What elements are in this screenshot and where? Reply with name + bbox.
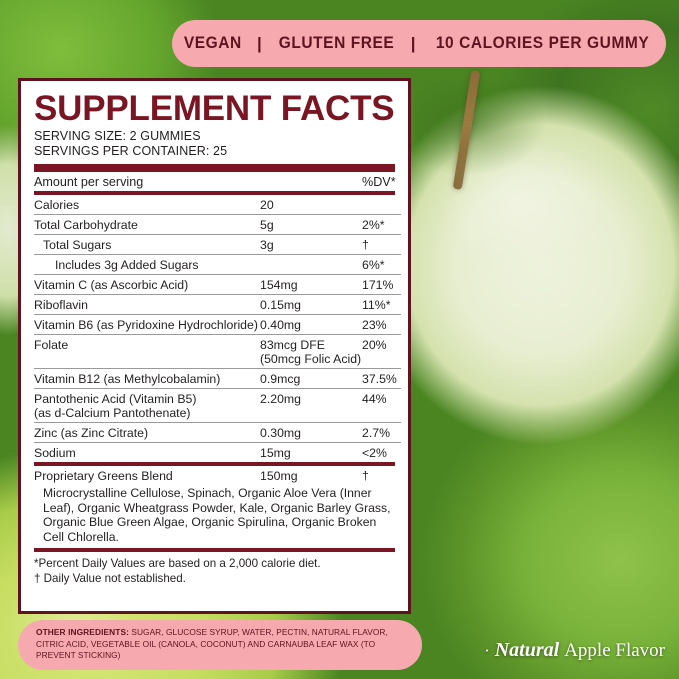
row-dv: 6%*: [362, 254, 401, 275]
footnotes: *Percent Daily Values are based on a 2,0…: [34, 552, 395, 586]
row-name: Pantothenic Acid (Vitamin B5) (as d-Calc…: [34, 388, 260, 423]
row-amount: [260, 254, 362, 275]
flavor-callout: · Natural Apple Flavor: [484, 639, 665, 662]
row-amount: 0.15mg: [260, 294, 362, 315]
row-dv: 37.5%: [362, 368, 401, 389]
other-ingredients-label: OTHER INGREDIENTS:: [36, 627, 129, 637]
panel-title: SUPPLEMENT FACTS: [34, 89, 395, 128]
row-amount: 83mcg DFE (50mcg Folic Acid): [260, 334, 362, 369]
flavor-bullet-icon: ·: [484, 641, 490, 660]
table-row: Vitamin B6 (as Pyridoxine Hydrochloride)…: [34, 314, 401, 335]
table-row: Riboflavin 0.15mg 11%*: [34, 294, 401, 315]
row-amount: 0.9mcg: [260, 368, 362, 389]
claims-banner: VEGAN | GLUTEN FREE | 10 CALORIES PER GU…: [172, 20, 666, 67]
row-name: Includes 3g Added Sugars: [34, 254, 260, 275]
row-dv: <2%: [362, 445, 387, 460]
serving-size: SERVING SIZE: 2 GUMMIES: [34, 129, 201, 143]
row-name-primary: Pantothenic Acid (Vitamin B5): [34, 391, 197, 406]
table-row: Includes 3g Added Sugars 6%*: [34, 254, 401, 275]
row-name: Total Sugars: [34, 234, 260, 255]
table-row: Total Sugars 3g †: [34, 234, 401, 255]
row-name: Zinc (as Zinc Citrate): [34, 422, 260, 443]
row-dv: 2.7%: [362, 422, 401, 443]
table-row: Zinc (as Zinc Citrate) 0.30mg 2.7%: [34, 422, 401, 443]
claim-separator-1: |: [256, 33, 262, 53]
row-amount-secondary: (50mcg Folic Acid): [260, 351, 362, 366]
supplement-facts-panel: SUPPLEMENT FACTS SERVING SIZE: 2 GUMMIES…: [18, 78, 411, 614]
row-amount: 154mg: [260, 274, 362, 295]
row-dv: 2%*: [362, 214, 401, 235]
row-dv: 23%: [362, 314, 401, 335]
row-name: Vitamin B12 (as Methylcobalamin): [34, 368, 260, 389]
row-dv: [362, 195, 401, 215]
nutrition-table-body: Amount per serving %DV*: [34, 172, 401, 191]
row-amount: 5g: [260, 214, 362, 235]
claim-calories-per-gummy: 10 CALORIES PER GUMMY: [435, 34, 649, 52]
blend-amount: 150mg: [260, 468, 298, 483]
table-row: Total Carbohydrate 5g 2%*: [34, 214, 401, 235]
header-spacer: [260, 172, 362, 191]
row-dv: 11%*: [362, 294, 401, 315]
other-ingredients-banner: OTHER INGREDIENTS: SUGAR, GLUCOSE SYRUP,…: [18, 620, 422, 670]
flavor-emphasis: Natural: [494, 639, 560, 661]
row-name: Calories: [34, 195, 260, 215]
apple-leaf-shadow: [415, 80, 545, 175]
row-amount: 15mg: [260, 445, 291, 460]
table-header-row: Amount per serving %DV*: [34, 172, 401, 191]
rule-above-blend: [34, 462, 395, 466]
rule-below-header: [34, 191, 395, 195]
blend-table-body: Proprietary Greens Blend 150mg †: [34, 466, 401, 485]
header-percent-dv: %DV*: [362, 174, 396, 189]
row-amount: 0.40mg: [260, 314, 362, 335]
blend-description: Microcrystalline Cellulose, Spinach, Org…: [43, 486, 391, 544]
other-ingredients-text: OTHER INGREDIENTS: SUGAR, GLUCOSE SYRUP,…: [36, 627, 393, 662]
claim-separator-2: |: [410, 33, 416, 53]
table-row: Sodium 15mg <2%: [34, 443, 401, 463]
rule-below-servings: [34, 164, 395, 172]
row-name: Riboflavin: [34, 294, 260, 315]
blend-dv: †: [362, 468, 369, 483]
row-amount: 2.20mg: [260, 388, 362, 423]
rule-above-footnotes: [34, 548, 395, 553]
row-name: Folate: [34, 334, 260, 369]
claim-vegan: VEGAN: [184, 34, 243, 52]
row-dv: †: [362, 234, 401, 255]
row-amount: 0.30mg: [260, 422, 362, 443]
row-name: Vitamin C (as Ascorbic Acid): [34, 274, 260, 295]
table-row: Vitamin B12 (as Methylcobalamin) 0.9mcg …: [34, 368, 401, 389]
row-name: Vitamin B6 (as Pyridoxine Hydrochloride): [34, 314, 260, 335]
blend-name: Proprietary Greens Blend: [34, 468, 173, 483]
nutrition-rows-table: Calories 20 Total Carbohydrate 5g 2%* To…: [34, 195, 401, 462]
blend-row: Proprietary Greens Blend 150mg †: [34, 466, 401, 485]
nutrition-rows-body: Calories 20 Total Carbohydrate 5g 2%* To…: [34, 195, 401, 462]
servings-per-container: SERVINGS PER CONTAINER: 25: [34, 144, 228, 158]
header-amount-per-serving: Amount per serving: [34, 174, 144, 189]
blend-table: Proprietary Greens Blend 150mg †: [34, 466, 401, 485]
row-name: Sodium: [34, 445, 76, 460]
row-amount: 20: [260, 195, 362, 215]
nutrition-table: Amount per serving %DV*: [34, 172, 401, 191]
claim-gluten-free: GLUTEN FREE: [278, 34, 395, 52]
other-ingredients-list: SUGAR, GLUCOSE SYRUP, WATER, PECTIN, NAT…: [36, 627, 388, 661]
row-dv: 171%: [362, 274, 401, 295]
table-row: Folate 83mcg DFE (50mcg Folic Acid) 20%: [34, 334, 401, 369]
row-name-secondary: (as d-Calcium Pantothenate): [34, 405, 191, 420]
row-dv: 44%: [362, 388, 401, 423]
table-row: Pantothenic Acid (Vitamin B5) (as d-Calc…: [34, 388, 401, 423]
row-amount: 3g: [260, 234, 362, 255]
row-name: Total Carbohydrate: [34, 214, 260, 235]
footnote-percent-daily-value: *Percent Daily Values are based on a 2,0…: [34, 557, 321, 571]
row-amount-primary: 83mcg DFE: [260, 337, 325, 352]
table-row: Vitamin C (as Ascorbic Acid) 154mg 171%: [34, 274, 401, 295]
row-dv: 20%: [362, 334, 401, 369]
flavor-rest: Apple Flavor: [564, 640, 665, 661]
table-row: Calories 20: [34, 195, 401, 215]
footnote-dagger: † Daily Value not established.: [34, 571, 186, 585]
